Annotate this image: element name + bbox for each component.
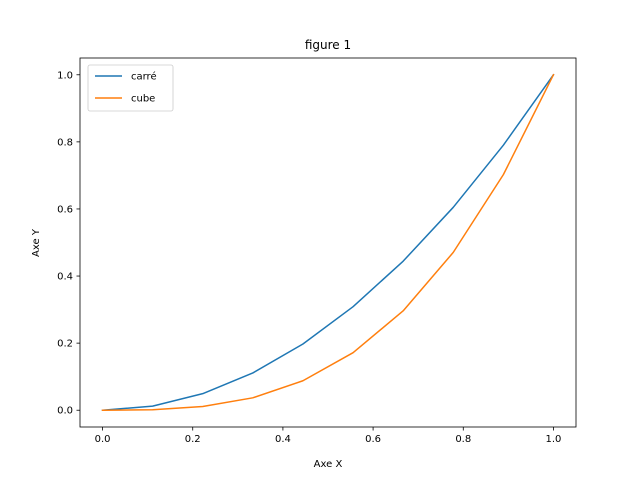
y-axis-label: Axe Y xyxy=(31,228,42,257)
series-line-1 xyxy=(101,73,555,411)
x-tick-label: 0.0 xyxy=(95,434,111,445)
y-tick-label: 0.8 xyxy=(57,137,73,148)
legend-label-0: carré xyxy=(131,71,157,83)
x-tick-label: 0.4 xyxy=(275,434,291,445)
y-tick-label: 0.0 xyxy=(57,406,73,417)
x-axis-label: Axe X xyxy=(314,459,343,470)
series-line-0 xyxy=(101,73,555,412)
plot-frame xyxy=(79,57,577,428)
x-tick-label: 0.8 xyxy=(455,434,471,445)
plot-area: 0.0 0.2 0.4 0.6 0.8 1.0 0.0 0.2 0.4 0.6 0.8 1.0 xyxy=(57,57,577,445)
y-tick-label: 0.4 xyxy=(57,272,73,283)
legend-label-1: cube xyxy=(131,94,155,105)
x-tick-label: 1.0 xyxy=(546,434,562,445)
y-tick-label: 0.2 xyxy=(57,339,73,350)
y-tick-label: 1.0 xyxy=(57,70,73,81)
legend: carré cube xyxy=(87,64,174,112)
x-tick-label: 0.6 xyxy=(365,434,381,445)
y-tick-label: 0.6 xyxy=(57,204,73,215)
x-tick-label: 0.2 xyxy=(185,434,201,445)
chart-title: figure 1 xyxy=(305,38,351,52)
